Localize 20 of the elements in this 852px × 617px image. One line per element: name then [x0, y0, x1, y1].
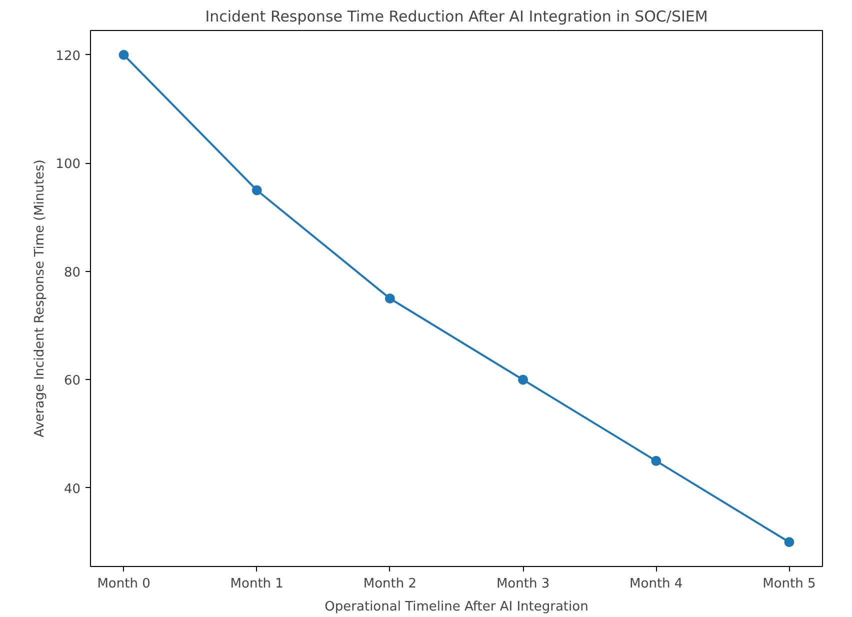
point	[118, 50, 129, 60]
y-tick-label: 80	[64, 265, 81, 280]
x-tick-label: Month 1	[230, 576, 284, 592]
y-tick-label: 100	[56, 157, 81, 172]
point	[784, 537, 794, 548]
x-tick-label: Month 0	[97, 576, 150, 592]
y-tick-label: 120	[56, 48, 81, 64]
x-axis-title: Operational Timeline After AI Integration	[324, 600, 588, 614]
x-tick-label: Month 2	[363, 576, 417, 592]
point	[384, 294, 395, 304]
x-tick-label: Month 5	[762, 576, 816, 592]
y-axis-title: Average Incident Response Time (Minutes)	[32, 160, 48, 438]
x-tick-label: Month 4	[630, 576, 683, 592]
chart-title: Incident Response Time Reduction After AI Integration in SOC/SIEM	[205, 8, 708, 26]
x-tick-label: Month 3	[496, 576, 550, 592]
point	[651, 456, 662, 466]
point	[518, 374, 528, 385]
y-tick-label: 60	[64, 374, 81, 389]
point	[252, 185, 262, 196]
y-tick-label: 40	[64, 482, 81, 497]
